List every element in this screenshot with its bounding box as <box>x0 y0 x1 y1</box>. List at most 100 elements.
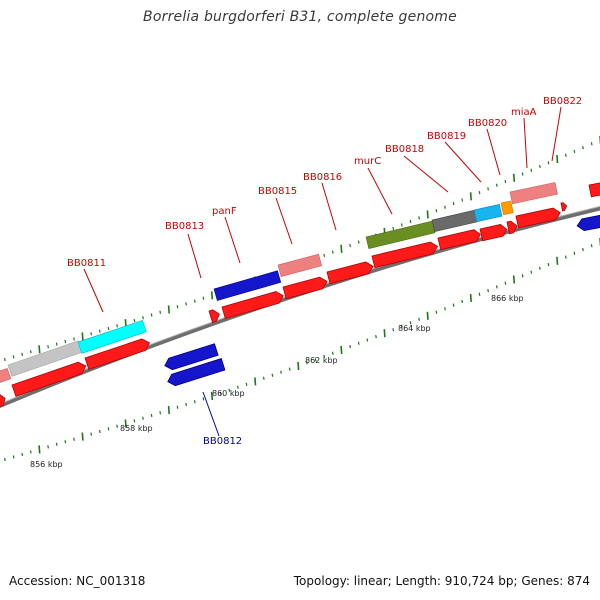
lower-tick-minor <box>142 416 144 420</box>
lower-tick-minor <box>323 354 326 359</box>
upper-tick-minor <box>47 345 49 349</box>
lower-tick-minor <box>176 405 179 409</box>
gene-arrow-bb0822[interactable] <box>560 202 568 212</box>
lower-tick-minor <box>590 244 593 248</box>
upper-tick-minor <box>573 149 576 154</box>
gene-arrow-bb0811[interactable] <box>11 360 88 397</box>
upper-tick-major <box>38 345 41 354</box>
gene-label-bb0820[interactable]: BB0820 <box>468 118 507 129</box>
upper-tick-minor <box>582 145 584 150</box>
gene-label-group: BB0811 BB0812 BB0813 panF BB0815 BB0816 … <box>67 96 582 447</box>
lower-tick-minor <box>495 285 498 289</box>
lower-tick-major <box>340 345 343 354</box>
tick-marks <box>4 136 600 462</box>
upper-tick-minor <box>55 342 58 346</box>
gene-arrow-right-edge[interactable] <box>588 182 600 198</box>
upper-tick-minor <box>133 318 136 323</box>
upper-tick-minor <box>331 250 334 254</box>
lower-tick-minor <box>107 427 110 431</box>
lower-tick-major <box>556 256 559 265</box>
gene-label-bb0822[interactable]: BB0822 <box>543 96 582 107</box>
genome-backbone-highlight <box>0 205 600 405</box>
upper-tick-minor <box>418 216 420 220</box>
upper-tick-minor <box>504 179 507 184</box>
cog-bar-darkgray <box>431 209 478 233</box>
gene-arrow-miaa[interactable] <box>515 207 562 229</box>
lower-tick-major <box>81 432 84 441</box>
lower-tick-minor <box>521 274 524 278</box>
upper-tick-minor <box>107 326 110 331</box>
lower-tick-minor <box>288 367 291 371</box>
lower-tick-minor <box>306 361 308 365</box>
lower-tick-minor <box>219 391 222 395</box>
lower-tick-minor <box>280 370 282 374</box>
lower-tick-minor <box>262 376 265 380</box>
upper-tick-minor <box>323 253 326 258</box>
lower-tick-minor <box>98 429 101 434</box>
lower-tick-minor <box>435 310 438 314</box>
lower-tick-minor <box>375 334 377 339</box>
upper-tick-major <box>469 192 472 201</box>
upper-tick-minor <box>478 190 481 195</box>
gene-label-bb0819[interactable]: BB0819 <box>427 131 466 142</box>
upper-tick-minor <box>185 302 187 306</box>
lower-tick-minor <box>73 437 75 441</box>
lower-tick-minor <box>116 424 118 428</box>
gene-arrow-bb0812-a[interactable] <box>163 343 219 372</box>
gene-arrow-murc[interactable] <box>371 241 439 269</box>
upper-tick-minor <box>564 153 567 157</box>
upper-tick-minor <box>452 201 455 206</box>
lower-tick-minor <box>314 358 317 362</box>
upper-tick-minor <box>495 183 498 187</box>
lower-tick-minor <box>90 432 93 436</box>
gene-arrow-bb0810[interactable] <box>0 393 7 410</box>
upper-tick-minor <box>349 243 351 248</box>
upper-tick-minor <box>444 205 446 209</box>
gene-label-bb0818[interactable]: BB0818 <box>385 144 424 155</box>
lower-tick-major <box>38 445 41 454</box>
lower-tick-major <box>210 391 214 401</box>
upper-tick-minor <box>159 310 162 314</box>
upper-tick-minor <box>409 219 412 224</box>
gene-arrow-bb0819[interactable] <box>479 223 508 242</box>
gene-label-bb0813[interactable]: BB0813 <box>165 221 204 232</box>
lower-tick-minor <box>564 255 567 259</box>
gene-label-miaa[interactable]: miaA <box>511 107 537 118</box>
upper-tick-major <box>167 305 170 314</box>
gene-arrow-bb0820[interactable] <box>506 220 518 235</box>
upper-tick-minor <box>530 168 533 172</box>
gene-label-panf[interactable]: panF <box>212 206 237 217</box>
lower-tick-major <box>383 329 386 338</box>
upper-tick-minor <box>116 324 118 328</box>
gene-label-bb0811[interactable]: BB0811 <box>67 258 106 269</box>
scale-label-856: 856 kbp <box>30 460 63 469</box>
gene-arrow-reverse-right[interactable] <box>576 213 600 232</box>
gene-arrow-bb0815[interactable] <box>282 276 329 300</box>
lower-tick-minor <box>4 457 6 462</box>
gene-label-murc[interactable]: murC <box>354 156 381 167</box>
cog-bar-pink-1 <box>277 253 323 277</box>
upper-tick-minor <box>73 337 75 341</box>
gene-label-bb0816[interactable]: BB0816 <box>303 172 342 183</box>
gene-arrow-bb0811b[interactable] <box>84 337 151 370</box>
scale-label-858: 858 kbp <box>120 424 153 433</box>
cog-bar-red-left <box>0 367 12 384</box>
genome-backbone <box>0 206 600 409</box>
gene-label-bb0812[interactable]: BB0812 <box>203 436 242 447</box>
gene-arrow-bb0812-b[interactable] <box>166 358 226 388</box>
gene-arrow-bb0816[interactable] <box>326 260 375 285</box>
upper-tick-minor <box>392 226 395 231</box>
scale-label-864: 864 kbp <box>398 324 431 333</box>
gene-label-bb0815[interactable]: BB0815 <box>258 186 297 197</box>
gene-arrow-small[interactable] <box>208 308 221 323</box>
upper-tick-major <box>426 210 429 219</box>
gene-arrow-panf[interactable] <box>221 290 285 320</box>
lower-tick-minor <box>64 440 67 444</box>
lower-tick-minor <box>193 400 196 404</box>
lower-tick-minor <box>150 413 153 418</box>
cog-bar-pink-2 <box>509 182 558 205</box>
upper-tick-minor <box>64 339 67 344</box>
lower-tick-minor <box>478 292 481 296</box>
gene-arrow-bb0818[interactable] <box>437 229 482 251</box>
